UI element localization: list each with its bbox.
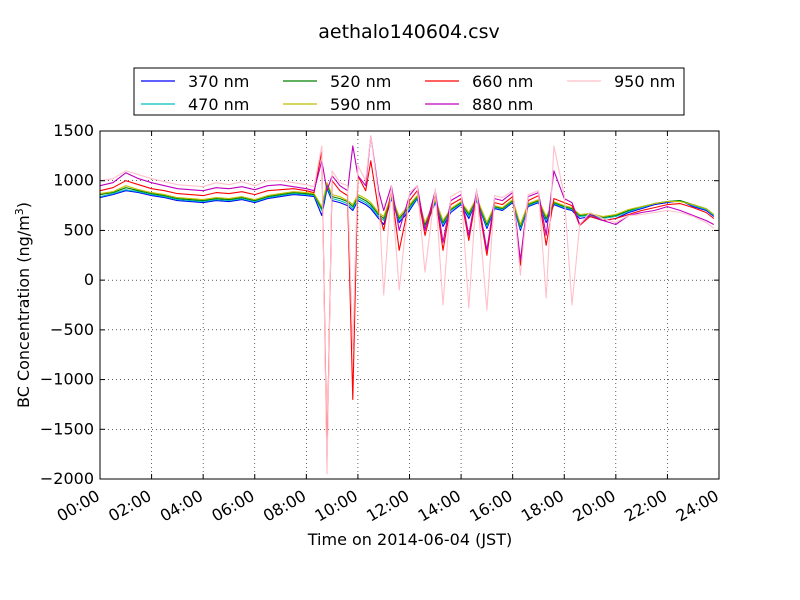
legend-label: 590 nm (330, 95, 391, 114)
legend-items: 370 nm 470 nm 520 nm 590 nm 660 nm 880 nm 950 … (141, 72, 675, 114)
series-lines (99, 135, 715, 475)
series-line (99, 150, 715, 460)
legend-label: 660 nm (472, 72, 533, 91)
legend-label: 880 nm (472, 95, 533, 114)
y-tick-label: −500 (50, 320, 94, 339)
legend-label: 520 nm (330, 72, 391, 91)
legend-label: 370 nm (188, 72, 249, 91)
y-tick-label: −1000 (40, 370, 94, 389)
y-tick-label: 1000 (53, 171, 94, 190)
legend-label: 950 nm (614, 72, 675, 91)
legend-frame (133, 67, 685, 116)
x-axis-label: Time on 2014-06-04 (JST) (307, 530, 512, 549)
y-tick-labels: −2000 −1500 −1000 −500 0 500 1000 1500 (40, 121, 94, 488)
axis-ticks (99, 130, 720, 480)
series-line (99, 182, 715, 226)
series-line (99, 135, 715, 475)
y-tick-label: −2000 (40, 469, 94, 488)
y-axis-label-main: BC Concentration (ng/m (14, 215, 33, 408)
series-line (99, 184, 715, 228)
y-axis-label-sup: 3 (13, 208, 26, 215)
chart-title: aethalo140604.csv (318, 21, 500, 43)
y-axis-label: BC Concentration (ng/m3) (13, 202, 34, 408)
y-tick-label: 1500 (53, 121, 94, 140)
legend: 370 nm 470 nm 520 nm 590 nm 660 nm 880 nm 950 … (133, 67, 685, 116)
y-axis-label-close: ) (14, 202, 33, 208)
y-tick-label: 0 (84, 270, 94, 289)
legend-label: 470 nm (188, 95, 249, 114)
y-tick-label: 500 (63, 220, 94, 239)
y-tick-label: −1500 (40, 419, 94, 438)
